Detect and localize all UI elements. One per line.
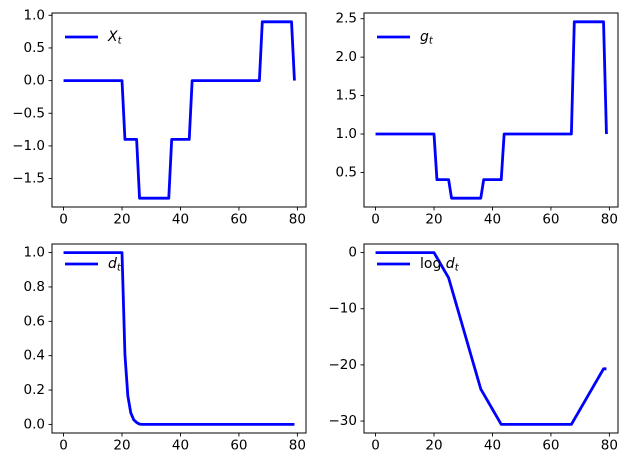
series-line-Xt (63, 20, 296, 200)
x-tick-label: 60 (542, 212, 559, 228)
x-tick-label: 40 (484, 212, 501, 228)
y-tick-label: 0.5 (336, 164, 357, 180)
y-tick-label: 0.2 (24, 382, 45, 398)
y-tick-label: 0.6 (24, 313, 45, 329)
legend-label-Xt: Xt (107, 29, 123, 46)
y-tick-label: −20 (329, 357, 358, 373)
x-tick-label: 0 (371, 212, 380, 228)
y-tick-label: 2.0 (336, 49, 357, 65)
axes-frame (51, 243, 307, 434)
subplot-Xt: 0 20 40 60 80 1.0 0.5 0.0 −0.5 −1.0 −1.5 Xt (12, 7, 307, 228)
subplot-dt: 0 20 40 60 80 1.0 0.8 0.6 0.4 0.2 0.0 dt (24, 243, 307, 454)
x-tick-label: 0 (59, 212, 68, 228)
y-tick-label: −30 (329, 413, 358, 429)
series-line-logdt (375, 251, 607, 426)
subplot-logdt: 0 20 40 60 80 0 −10 −20 −30 log dt (329, 243, 619, 454)
x-tick-label: 0 (59, 438, 68, 454)
y-tick-label: 0.4 (24, 348, 45, 364)
x-tick-label: 0 (371, 438, 380, 454)
y-tick-label: 0.0 (24, 73, 45, 89)
series-line-dt (63, 251, 295, 426)
x-tick-label: 80 (289, 212, 306, 228)
y-tick-label: 1.0 (24, 7, 45, 23)
x-tick-label: 80 (601, 212, 618, 228)
x-tick-label: 60 (230, 438, 247, 454)
x-tick-label: 20 (113, 438, 130, 454)
series-line-gt (375, 20, 608, 200)
x-tick-label: 40 (172, 212, 189, 228)
x-tick-label: 80 (289, 438, 306, 454)
axes-frame (363, 12, 619, 208)
y-tick-label: 0 (348, 245, 357, 261)
y-tick-label: −10 (329, 301, 358, 317)
axes-frame (363, 243, 619, 434)
x-tick-label: 80 (601, 438, 618, 454)
legend-label-logdt: log dt (420, 256, 460, 273)
x-tick-label: 60 (542, 438, 559, 454)
y-tick-label: 0.8 (24, 279, 45, 295)
legend-label-dt: dt (108, 256, 122, 273)
y-tick-label: 1.0 (24, 245, 45, 261)
x-tick-label: 20 (425, 212, 442, 228)
x-tick-label: 40 (484, 438, 501, 454)
y-tick-label: −0.5 (12, 105, 45, 121)
y-tick-label: 1.5 (336, 88, 357, 104)
subplot-gt: 0 20 40 60 80 2.5 2.0 1.5 1.0 0.5 gt (336, 11, 619, 228)
y-tick-label: −1.0 (12, 138, 45, 154)
axes-frame (51, 12, 307, 208)
y-tick-label: 0.0 (24, 416, 45, 432)
legend-label-gt: gt (420, 29, 434, 46)
x-tick-label: 40 (172, 438, 189, 454)
y-tick-label: 1.0 (336, 126, 357, 142)
x-tick-label: 20 (113, 212, 130, 228)
x-tick-label: 20 (425, 438, 442, 454)
y-tick-label: −1.5 (12, 171, 45, 187)
y-tick-label: 0.5 (24, 40, 45, 56)
y-tick-label: 2.5 (336, 11, 357, 27)
x-tick-label: 60 (230, 212, 247, 228)
